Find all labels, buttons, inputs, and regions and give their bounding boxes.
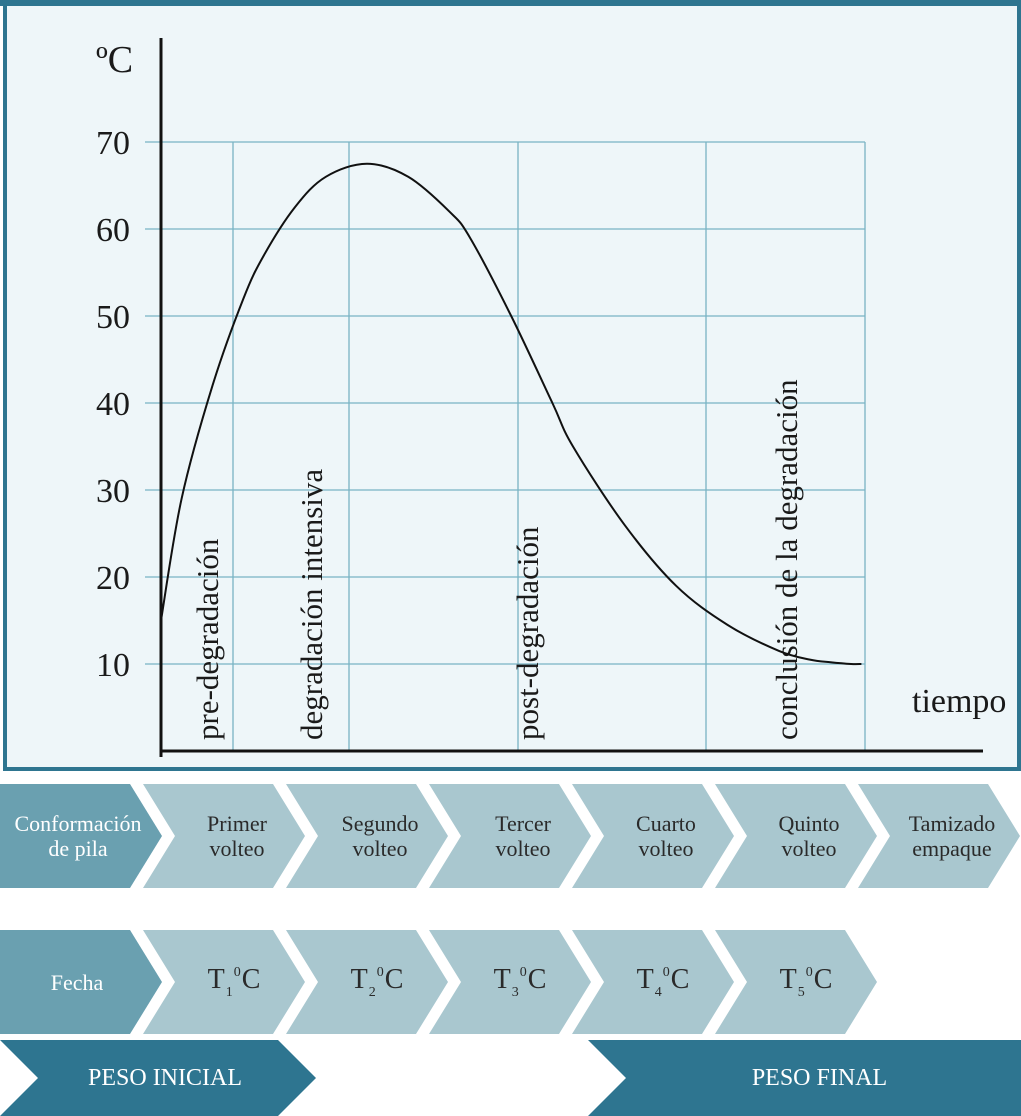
stage-label-line1: Cuarto [636,811,696,836]
stage-label-line2: de pila [48,836,108,861]
stage-label: Segundo volteo [342,811,419,861]
stage-label-line1: Quinto [778,811,840,836]
stage-label-line2: volteo [638,836,694,861]
stages-row: Conformación de pila Primer volteo Segundo vo… [0,784,1021,888]
y-tick-label: 30 [96,473,130,510]
chevron-shape [143,930,305,1034]
stage-label-line1: Segundo [341,811,419,836]
y-unit-label: ºC [96,39,133,81]
stage-chevron: Tercer volteo [429,784,591,888]
chevron-shape [0,784,162,888]
temperature-chevron: T20C [286,930,448,1034]
y-tick-label: 60 [96,212,130,249]
temperature-chevron: T30C [429,930,591,1034]
stage-label: Tamizado empaque [909,811,995,861]
chevron-shape [143,784,305,888]
x-axis-label: tiempo [912,683,1006,720]
temp-T: T [207,963,225,995]
final-weight-arrow: PESO FINAL [588,1040,1021,1116]
stage-label: Conformación de pila [14,811,141,861]
temperature-label: T10C [208,960,261,1005]
phase-label: conclusión de la degradación [769,379,804,740]
chart-frame [3,1,1021,771]
chevron-shape [429,930,591,1034]
y-tick-label: 70 [96,125,130,162]
chevron-shape [286,784,448,888]
phase-label: post-degradación [510,526,545,740]
chevron-shape [286,930,448,1034]
chevron-shape [715,784,877,888]
stage-chevron: Segundo volteo [286,784,448,888]
phase-label: pre-degradación [190,538,225,740]
temp-T: T [350,963,368,995]
stage-label-line1: Conformación [14,811,142,836]
y-tick-label: 50 [96,299,130,336]
initial-weight-arrow: PESO INICIAL [0,1040,316,1116]
chevron-shape [715,930,877,1034]
temp-index: 4 [654,984,662,1000]
temp-degree: 0 [805,964,813,980]
stage-label-line2: empaque [912,836,992,861]
temperature-curve [160,162,862,666]
temp-index: 2 [368,984,376,1000]
stage-label-line2: volteo [209,836,265,861]
temperature-label: T50C [780,960,833,1005]
temp-unit: C [527,963,547,995]
stage-label-line1: Tamizado [908,811,996,836]
temperature-label: T30C [494,960,547,1005]
y-tick-label: 40 [96,386,130,423]
date-label: Fecha [50,969,104,995]
temp-unit: C [813,963,833,995]
chart-top-band [0,0,1021,6]
stage-label-line1: Tercer [495,811,551,836]
stage-label: Primer volteo [207,811,267,861]
temp-index: 3 [511,984,519,1000]
temperature-label: T20C [351,960,404,1005]
temperature-chart: 10 20 30 40 50 60 70 pre-degradación degradación… [0,0,1021,771]
temperature-chevron: T50C [715,930,877,1034]
temp-unit: C [241,963,261,995]
temp-T: T [636,963,654,995]
temp-degree: 0 [519,964,527,980]
temp-T: T [779,963,797,995]
temperature-chart-panel: 10 20 30 40 50 60 70 pre-degradación degradación… [0,0,1021,771]
initial-weight-shape [0,1040,316,1116]
chevron-shape [429,784,591,888]
chevron-shape [858,784,1020,888]
stage-chevron: Primer volteo [143,784,305,888]
final-weight-shape [588,1040,1021,1116]
stage-chevron: Tamizado empaque [858,784,1020,888]
stage-label-line1: Primer [207,811,267,836]
stage-chevron: Quinto volteo [715,784,877,888]
stage-chevron: Cuarto volteo [572,784,734,888]
temperature-chevron: T10C [143,930,305,1034]
phase-label: degradación intensiva [294,469,329,740]
stage-label: Cuarto volteo [636,811,696,861]
temp-index: 5 [797,984,805,1000]
temperature-chevron: T40C [572,930,734,1034]
stage-label-line2: volteo [495,836,551,861]
final-weight-label: PESO FINAL [751,1064,888,1091]
temp-degree: 0 [376,964,384,980]
stage-label-line2: volteo [781,836,837,861]
temperature-row: Fecha T10C T20C T30C T40C T50C [0,930,1021,1034]
stage-label-line2: volteo [352,836,408,861]
stage-label: Tercer volteo [495,811,551,861]
stage-label: Quinto volteo [778,811,839,861]
temp-T: T [493,963,511,995]
temp-degree: 0 [233,964,241,980]
temp-unit: C [670,963,690,995]
chevron-shape [572,784,734,888]
date-chevron: Fecha [0,930,162,1034]
y-tick-label: 20 [96,560,130,597]
temp-degree: 0 [662,964,670,980]
temp-unit: C [384,963,404,995]
chevron-shape [572,930,734,1034]
chevron-shape [0,930,162,1034]
temperature-label: T40C [637,960,690,1005]
stage-chevron-pile: Conformación de pila [0,784,162,888]
temp-index: 1 [225,984,233,1000]
y-tick-label: 10 [96,647,130,684]
initial-weight-label: PESO INICIAL [88,1064,242,1091]
